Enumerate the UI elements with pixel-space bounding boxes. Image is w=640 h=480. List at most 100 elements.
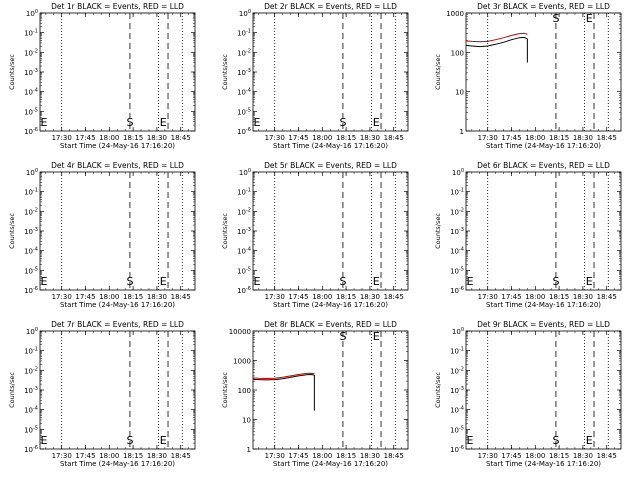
y-tick-label: 10-2: [24, 48, 38, 57]
y-tick-label: 1: [247, 446, 251, 454]
x-tick-label: 18:15: [123, 452, 143, 460]
y-tick-label: 10-1: [237, 188, 251, 197]
y-tick-label: 10-5: [450, 266, 464, 275]
y-tick-label: 10000: [229, 328, 251, 336]
x-tick-label: 18:30: [360, 452, 380, 460]
x-tick-label: 18:15: [549, 293, 569, 301]
x-tick-label: 17:30: [478, 293, 498, 301]
y-tick-label: 10-1: [24, 188, 38, 197]
plot-frame: [252, 330, 409, 450]
x-tick-label: 18:45: [597, 134, 617, 142]
end-marker-label: E: [373, 116, 380, 129]
x-tick-label: 17:45: [288, 134, 308, 142]
y-tick-label: 10-6: [450, 445, 464, 454]
y-tick-label: 10-4: [237, 247, 251, 256]
start-marker-label: S: [552, 434, 559, 447]
start-marker-label: S: [126, 434, 133, 447]
end-marker-label: E: [160, 116, 167, 129]
x-tick-label: 17:30: [478, 134, 498, 142]
x-tick-label: 18:45: [384, 134, 404, 142]
x-tick-label: 18:15: [123, 134, 143, 142]
x-tick-label: 17:30: [265, 452, 285, 460]
x-tick-label: 18:30: [573, 293, 593, 301]
y-tick-label: 10-5: [24, 107, 38, 116]
series-line: [465, 36, 528, 48]
edge-marker-label: E: [254, 116, 261, 129]
series-line: [252, 372, 315, 380]
x-tick-label: 17:45: [75, 293, 95, 301]
end-marker-label: E: [586, 434, 593, 447]
y-tick-label: 10-6: [450, 286, 464, 295]
x-tick-label: 17:45: [288, 452, 308, 460]
x-tick-label: 18:30: [360, 293, 380, 301]
chart-title: Det 7r BLACK = Events, RED = LLD: [51, 320, 184, 329]
chart-panel: Det 8r BLACK = Events, RED = LLD 1 10 100 10…: [221, 320, 409, 468]
y-tick-label: 10-5: [237, 266, 251, 275]
chart-title: Det 1r BLACK = Events, RED = LLD: [51, 2, 184, 11]
x-tick-label: 18:00: [312, 134, 332, 142]
y-tick-label: 10-4: [237, 88, 251, 97]
x-axis-label: Start Time (24-May-16 17:16:20): [486, 301, 601, 309]
end-marker-label: E: [160, 434, 167, 447]
y-axis-label: Counts/sec: [221, 213, 229, 249]
y-tick-label: 1000: [446, 10, 464, 18]
x-tick-label: 17:45: [288, 293, 308, 301]
y-tick-label: 10-1: [24, 347, 38, 356]
chart-title: Det 5r BLACK = Events, RED = LLD: [264, 161, 397, 170]
x-tick-label: 18:00: [525, 452, 545, 460]
x-tick-label: 18:30: [147, 293, 167, 301]
x-tick-label: 18:15: [336, 134, 356, 142]
x-axis-label: Start Time (24-May-16 17:16:20): [486, 460, 601, 468]
start-marker-label: S: [552, 275, 559, 288]
start-marker-label: S: [339, 116, 346, 129]
y-tick-label: 10-5: [237, 107, 251, 116]
edge-marker-label: E: [41, 116, 48, 129]
y-tick-label: 10-3: [237, 227, 251, 236]
y-tick-label: 100: [239, 9, 251, 18]
x-tick-label: 17:45: [75, 134, 95, 142]
y-tick-label: 10-3: [450, 227, 464, 236]
y-tick-label: 10-5: [450, 425, 464, 434]
y-tick-label: 100: [452, 168, 464, 177]
start-marker-label: S: [339, 275, 346, 288]
y-tick-label: 10-3: [450, 386, 464, 395]
chart-title: Det 4r BLACK = Events, RED = LLD: [51, 161, 184, 170]
x-tick-label: 18:15: [336, 293, 356, 301]
y-tick-label: 10-6: [24, 286, 38, 295]
chart-panel: Det 6r BLACK = Events, RED = LLD 10-6 10-5…: [434, 161, 622, 309]
y-tick-label: 1: [460, 128, 464, 136]
x-tick-label: 18:15: [549, 134, 569, 142]
start-marker-label: S: [552, 12, 559, 25]
x-tick-label: 18:15: [123, 293, 143, 301]
edge-marker-label: E: [41, 434, 48, 447]
x-tick-label: 18:00: [525, 293, 545, 301]
y-tick-label: 100: [26, 327, 38, 336]
x-tick-label: 17:30: [265, 134, 285, 142]
chart-panel: Det 5r BLACK = Events, RED = LLD 10-6 10-5…: [221, 161, 409, 309]
y-tick-label: 10-1: [237, 29, 251, 38]
chart-panel: Det 1r BLACK = Events, RED = LLD 10-6 10-5…: [8, 2, 196, 150]
plot-frame: [39, 330, 196, 450]
x-tick-label: 17:30: [52, 293, 72, 301]
y-axis-label: Counts/sec: [434, 213, 442, 249]
plot-frame: [465, 12, 622, 132]
chart-title: Det 2r BLACK = Events, RED = LLD: [264, 2, 397, 11]
chart-panel: Det 4r BLACK = Events, RED = LLD 10-6 10-5…: [8, 161, 196, 309]
y-tick-label: 1000: [233, 358, 251, 366]
x-tick-label: 17:30: [478, 452, 498, 460]
start-marker-label: S: [339, 330, 346, 343]
y-tick-label: 10-4: [24, 406, 38, 415]
end-marker-label: E: [586, 12, 593, 25]
x-tick-label: 18:15: [336, 452, 356, 460]
y-tick-label: 10-3: [24, 227, 38, 236]
plot-frame: [39, 171, 196, 291]
edge-marker-label: E: [467, 275, 474, 288]
end-marker-label: E: [160, 275, 167, 288]
y-tick-label: 10-2: [450, 366, 464, 375]
y-tick-label: 10-4: [24, 88, 38, 97]
x-tick-label: 18:00: [525, 134, 545, 142]
x-tick-label: 17:45: [75, 452, 95, 460]
y-tick-label: 10-6: [24, 127, 38, 136]
y-axis-label: Counts/sec: [434, 54, 442, 90]
x-axis-label: Start Time (24-May-16 17:16:20): [60, 142, 175, 150]
